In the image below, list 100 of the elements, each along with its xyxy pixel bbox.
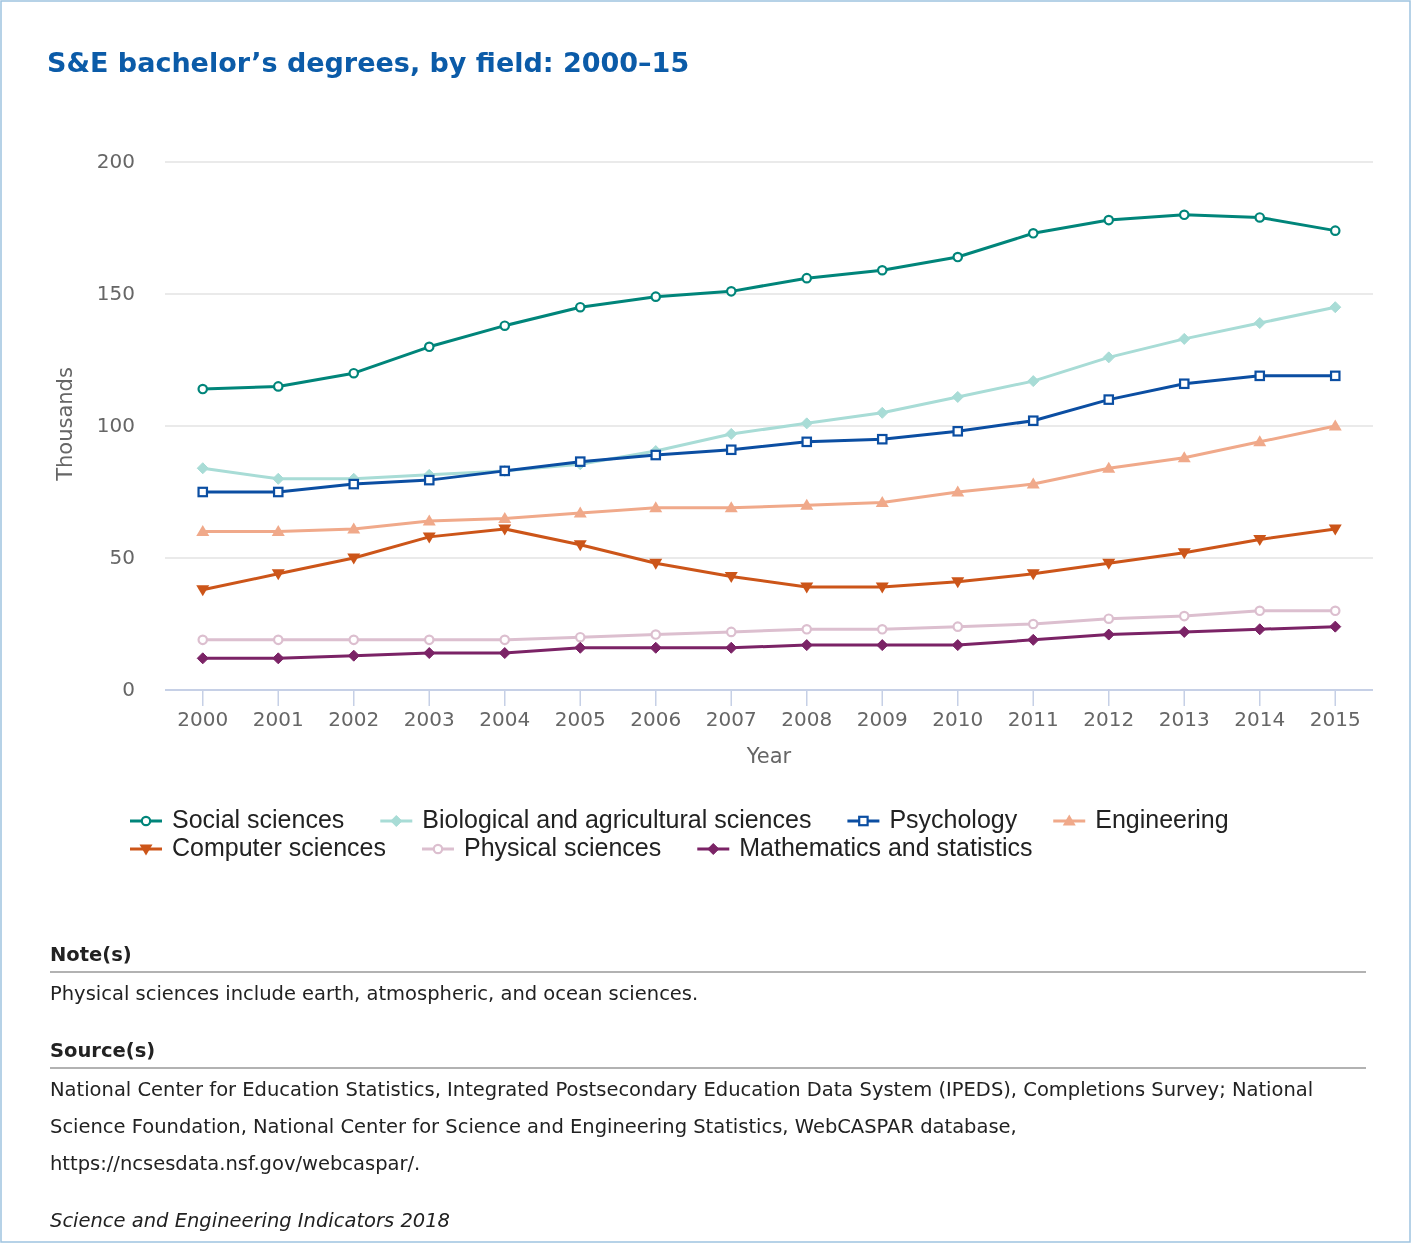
point xyxy=(1177,451,1191,463)
point xyxy=(1329,225,1341,236)
point xyxy=(271,525,285,537)
point xyxy=(1103,214,1115,226)
x-tick-label: 2005 xyxy=(554,706,606,731)
x-tick-label: 2004 xyxy=(479,706,531,731)
point xyxy=(951,390,964,403)
y-tick-label: 50 xyxy=(109,544,135,569)
point xyxy=(272,381,284,392)
point xyxy=(1178,378,1190,390)
legend-label: Biological and agricultural sciences xyxy=(422,804,812,833)
point xyxy=(1254,212,1266,223)
point xyxy=(347,522,361,534)
point xyxy=(422,514,436,526)
point xyxy=(801,436,813,448)
point xyxy=(422,532,436,544)
x-tick-label: 2013 xyxy=(1158,706,1210,731)
point xyxy=(1102,558,1116,570)
point xyxy=(1027,415,1039,427)
point xyxy=(196,585,210,597)
point xyxy=(197,486,209,498)
point xyxy=(650,291,662,302)
point xyxy=(1178,610,1190,622)
legend-label: Social sciences xyxy=(172,804,345,833)
point xyxy=(196,652,209,665)
point xyxy=(1329,301,1342,314)
y-axis-title: Thousands xyxy=(53,367,77,482)
point xyxy=(1329,370,1341,382)
point xyxy=(876,623,888,635)
point xyxy=(1103,394,1115,405)
point xyxy=(499,634,511,646)
legend-label: Mathematics and statistics xyxy=(739,832,1033,861)
legend-label: Computer sciences xyxy=(172,832,386,861)
point xyxy=(347,649,360,662)
point xyxy=(876,433,888,445)
point xyxy=(347,553,361,565)
x-tick-label: 2000 xyxy=(177,706,229,731)
y-tick-label: 200 xyxy=(96,148,135,173)
point xyxy=(800,582,814,594)
chart-title: S&E bachelor’s degrees, by field: 2000–15 xyxy=(47,46,690,78)
point xyxy=(1178,332,1191,345)
point xyxy=(574,301,586,313)
point xyxy=(801,272,813,284)
point xyxy=(1253,535,1267,547)
text: National Center for Education Statistics, Integrated Postsecondary Education Data System (IPEDS), Completions Survey; National Science Foundation, National Center for Science and Engineering Statistics, WebCASPAR database, https://ncsesdata.nsf.gov/webcaspar/. xyxy=(50,1077,1314,1175)
point xyxy=(952,425,964,437)
x-tick-label: 2006 xyxy=(630,706,682,731)
point xyxy=(725,427,738,440)
source-note: Source(s) xyxy=(50,1038,156,1062)
point xyxy=(423,634,435,646)
point xyxy=(649,501,663,513)
x-tick-label: 2014 xyxy=(1234,706,1286,731)
point xyxy=(952,621,964,632)
point xyxy=(348,634,360,646)
point xyxy=(272,486,284,498)
point xyxy=(951,577,965,589)
x-tick-label: 2007 xyxy=(705,706,757,731)
point xyxy=(499,320,511,331)
point xyxy=(1254,605,1266,617)
point xyxy=(1329,620,1342,633)
point xyxy=(423,474,435,486)
point xyxy=(197,634,209,646)
x-tick-label: 2011 xyxy=(1007,706,1059,731)
point xyxy=(649,558,663,570)
point xyxy=(423,341,435,353)
point xyxy=(1328,419,1342,431)
point xyxy=(1027,227,1039,239)
point xyxy=(1026,569,1040,581)
point xyxy=(876,264,888,276)
point xyxy=(573,506,587,518)
point xyxy=(1027,375,1040,388)
point xyxy=(875,496,889,508)
point xyxy=(876,406,889,419)
point xyxy=(1027,618,1039,630)
point xyxy=(271,569,285,581)
point xyxy=(650,449,662,461)
point xyxy=(724,501,738,513)
point xyxy=(1102,351,1115,364)
point xyxy=(1102,628,1115,641)
point xyxy=(801,623,813,635)
point xyxy=(1253,317,1266,330)
point xyxy=(800,498,814,510)
point xyxy=(272,634,284,646)
point xyxy=(1177,548,1191,560)
point xyxy=(574,456,586,467)
point xyxy=(272,652,285,665)
x-tick-label: 2015 xyxy=(1309,706,1361,731)
point xyxy=(1329,605,1341,617)
point xyxy=(725,286,737,297)
x-tick-label: 2001 xyxy=(252,706,304,731)
point xyxy=(724,571,738,583)
point xyxy=(725,444,737,456)
point xyxy=(498,511,512,523)
point xyxy=(1103,613,1115,625)
x-tick-label: 2009 xyxy=(856,706,908,731)
x-tick-label: 2012 xyxy=(1083,706,1135,731)
point xyxy=(1253,435,1267,447)
point xyxy=(1254,370,1266,382)
legend-label: Psychology xyxy=(889,804,1018,833)
point xyxy=(650,629,662,640)
